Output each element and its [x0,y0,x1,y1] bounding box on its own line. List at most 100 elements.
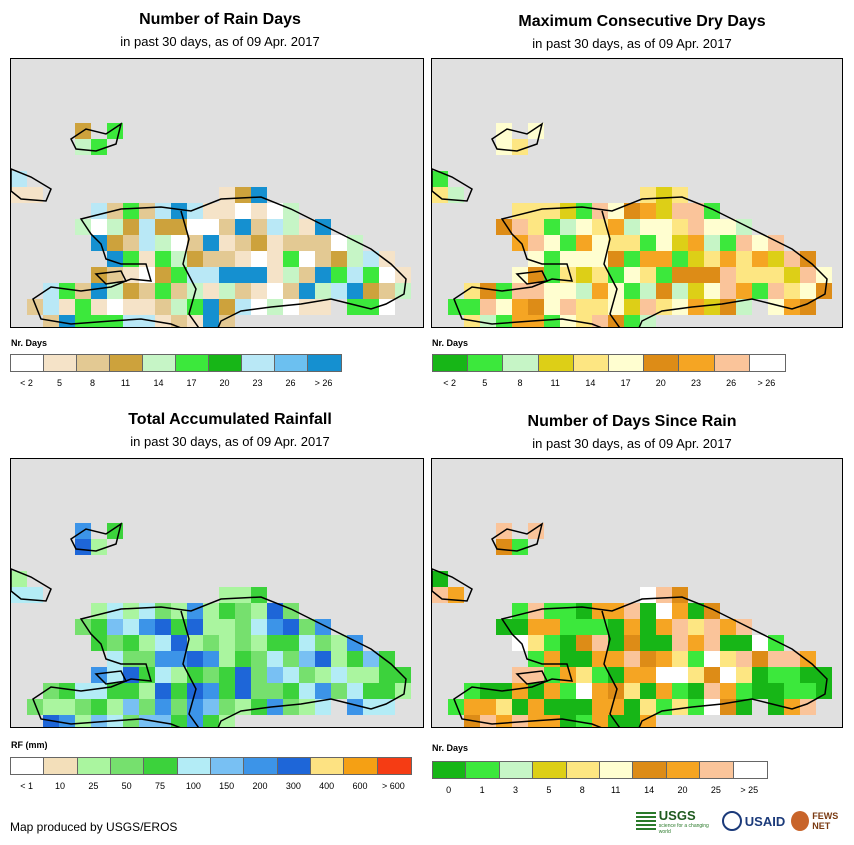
map-pixel [512,715,528,727]
map-pixel [155,299,171,315]
map-pixel [512,539,528,555]
map-pixel [251,235,267,251]
map-pixel [752,251,768,267]
map-pixel [171,283,187,299]
legend-swatch [110,758,145,774]
map-pixel [656,635,672,651]
map-pixel [283,699,299,715]
map-pixel [640,283,656,299]
map-pixel [379,283,395,299]
legend-swatch [176,355,209,371]
map-pixel [752,667,768,683]
map-pixel [235,235,251,251]
map-pixel [496,699,512,715]
map-pixel [91,219,107,235]
map-pixel [688,251,704,267]
map-pixel [283,619,299,635]
map-pixel [187,699,203,715]
map-pixel [267,203,283,219]
map-pixel [720,219,736,235]
map-pixel [315,635,331,651]
map-pixel [656,651,672,667]
legend-swatch [377,758,411,774]
map-pixel [624,699,640,715]
map-pixel [219,315,235,327]
map-pixel [480,299,496,315]
map-pixel [171,635,187,651]
map-pixel [91,539,107,555]
map-pixel [299,619,315,635]
map-pixel [299,251,315,267]
map-pixel [363,299,379,315]
legend-label: 23 [252,378,263,388]
map-pixel [640,635,656,651]
panel-4-legend-labels: 0 1 3 5 8 11 14 20 25 > 25 [432,785,766,797]
map-pixel [640,619,656,635]
map-pixel [704,667,720,683]
map-pixel [656,219,672,235]
map-pixel [544,251,560,267]
map-pixel [235,251,251,267]
map-pixel [704,651,720,667]
map-pixel [784,251,800,267]
map-pixel [27,187,43,203]
map-svg [11,122,411,327]
map-pixel [656,683,672,699]
map-pixel [544,315,560,327]
panel-2-legend-bar [432,354,786,372]
map-pixel [107,299,123,315]
map-pixel [59,699,75,715]
legend-label: 400 [319,781,335,791]
map-pixel [155,651,171,667]
panel-3-subtitle: in past 30 days, as of 09 Apr. 2017 [130,434,330,449]
map-pixel [736,683,752,699]
map-pixel [592,267,608,283]
map-pixel [235,299,251,315]
map-pixel [251,651,267,667]
legend-label: 8 [89,378,96,388]
coastline [70,122,123,152]
map-pixel [560,635,576,651]
map-pixel [139,715,155,727]
map-pixel [480,283,496,299]
map-pixel [752,635,768,651]
map-pixel [251,219,267,235]
map-pixel [672,587,688,603]
legend-label: 5 [546,785,552,795]
map-pixel [123,683,139,699]
map-pixel [656,699,672,715]
coastline [11,568,52,602]
map-pixel [251,299,267,315]
map-pixel [816,683,832,699]
map-pixel [688,219,704,235]
legend-label: 14 [585,378,596,388]
legend-swatch [277,758,311,774]
map-pixel [640,651,656,667]
legend-swatch [110,355,143,371]
map-pixel [123,315,139,327]
map-pixel [784,667,800,683]
map-pixel [123,603,139,619]
map-pixel [672,235,688,251]
map-pixel [688,603,704,619]
map-pixel [187,715,203,727]
map-pixel [251,587,267,603]
legend-swatch [733,762,767,778]
map-pixel [363,667,379,683]
map-pixel [155,235,171,251]
map-pixel [219,619,235,635]
map-pixel [251,267,267,283]
map-pixel [203,219,219,235]
map-pixel [576,683,592,699]
legend-label: 20 [219,378,230,388]
map-pixel [379,667,395,683]
legend-label: 14 [153,378,164,388]
map-pixel [155,619,171,635]
map-pixel [235,587,251,603]
legend-swatch [608,355,645,371]
map-pixel [496,219,512,235]
map-pixel [640,219,656,235]
map-pixel [363,283,379,299]
map-pixel [640,203,656,219]
map-pixel [139,635,155,651]
